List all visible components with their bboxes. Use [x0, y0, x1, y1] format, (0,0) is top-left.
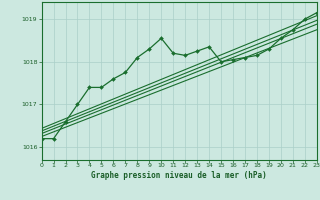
X-axis label: Graphe pression niveau de la mer (hPa): Graphe pression niveau de la mer (hPa): [91, 171, 267, 180]
